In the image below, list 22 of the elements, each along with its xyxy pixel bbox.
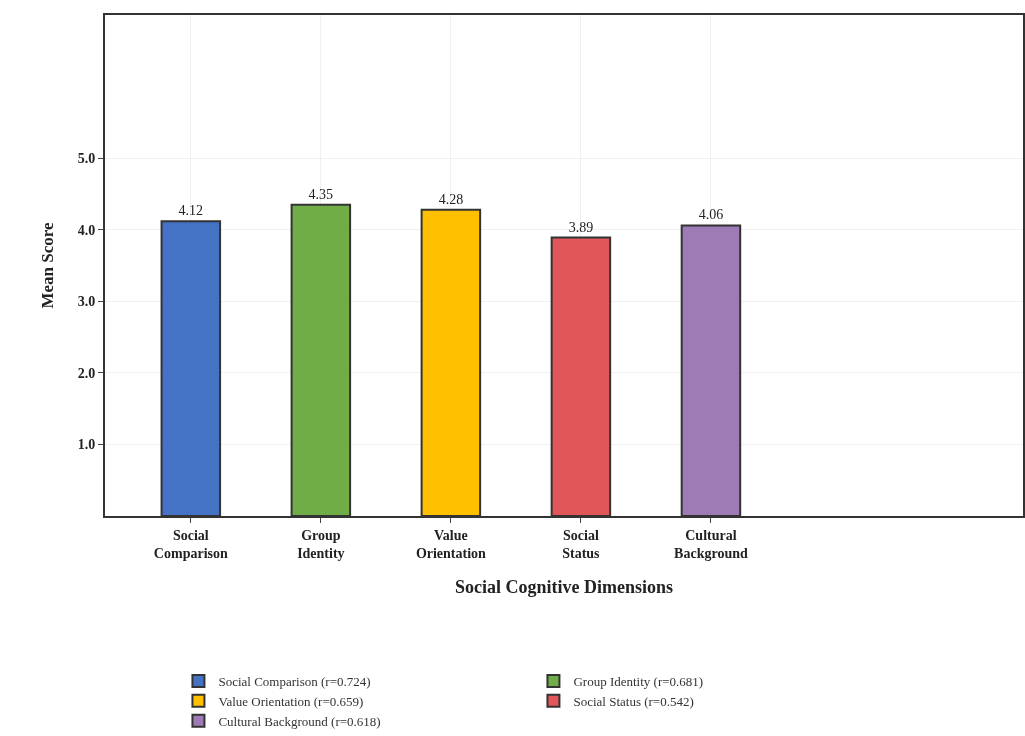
- x-axis-title: Social Cognitive Dimensions: [454, 576, 674, 597]
- x-tick-label: Group Identity: [297, 527, 345, 561]
- x-tick-label: Social Status: [562, 527, 601, 561]
- legend-label: Social Status (r=0.542): [573, 693, 694, 709]
- y-tick-label: 1.0: [77, 437, 96, 453]
- y-tick-label: 3.0: [77, 294, 96, 310]
- legend-label: Value Orientation (r=0.659): [218, 693, 364, 709]
- data-label: 4.06: [698, 207, 724, 223]
- legend-label: Social Comparison (r=0.724): [218, 674, 371, 690]
- data-label: 3.89: [568, 219, 594, 235]
- legend-label: Cultural Background (r=0.618): [218, 713, 381, 729]
- x-tick-label: Social Comparison: [153, 527, 228, 561]
- x-tick-label: Cultural Background: [674, 527, 748, 561]
- x-tick-label: Value Orientation: [415, 527, 487, 561]
- y-tick-label: 2.0: [77, 365, 96, 381]
- y-tick-label: 5.0: [77, 151, 96, 167]
- data-label: 4.28: [438, 191, 464, 207]
- y-tick-label: 4.0: [77, 222, 96, 238]
- data-label: 4.12: [178, 203, 204, 219]
- data-label: 4.35: [308, 186, 334, 202]
- y-axis-title: Mean Score: [37, 222, 57, 309]
- legend-label: Group Identity (r=0.681): [573, 674, 704, 690]
